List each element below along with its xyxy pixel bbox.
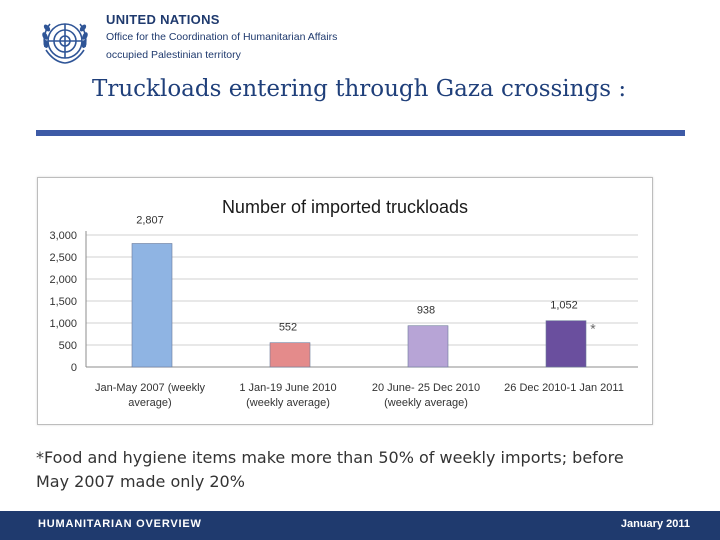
bar (407, 325, 449, 368)
y-tick-label: 1,000 (49, 318, 77, 330)
y-tick-label: 1,500 (49, 296, 77, 308)
category-label: 20 June- 25 Dec 2010 (372, 382, 480, 394)
slide-title: Truckloads entering through Gaza crossin… (92, 76, 627, 102)
footer-section-label: HUMANITARIAN OVERVIEW (38, 518, 202, 530)
data-label: 552 (279, 322, 297, 334)
org-territory: occupied Palestinian territory (106, 49, 241, 61)
data-label: 2,807 (136, 214, 164, 226)
footer-date: January 2011 (620, 518, 690, 530)
category-label: average) (128, 397, 171, 409)
bar (269, 342, 311, 368)
org-name: UNITED NATIONS (106, 12, 220, 27)
y-tick-label: 0 (71, 362, 77, 374)
data-label: 1,052 (550, 300, 578, 312)
category-label: 1 Jan-19 June 2010 (239, 382, 336, 394)
org-office: Office for the Coordination of Humanitar… (106, 31, 338, 43)
bar (545, 320, 587, 368)
category-label: (weekly average) (246, 397, 330, 409)
y-tick-label: 2,500 (49, 252, 77, 264)
annotation-asterisk: * (590, 321, 596, 337)
category-label: (weekly average) (384, 397, 468, 409)
category-label: Jan-May 2007 (weekly (95, 382, 206, 394)
title-divider (36, 130, 685, 136)
truckloads-bar-chart: Number of imported truckloads 0 500 1,000 1,… (49, 197, 638, 409)
category-label: 26 Dec 2010-1 Jan 2011 (504, 382, 624, 394)
y-tick-label: 2,000 (49, 274, 77, 286)
data-label: 938 (417, 305, 435, 317)
chart-title: Number of imported truckloads (222, 197, 468, 217)
chart-container: Number of imported truckloads 0 500 1,000 1,… (37, 177, 653, 425)
footnote: *Food and hygiene items make more than 5… (36, 448, 624, 491)
y-tick-label: 500 (59, 340, 77, 352)
y-tick-label: 3,000 (49, 230, 77, 242)
un-emblem-icon (42, 23, 88, 64)
footer-bar: HUMANITARIAN OVERVIEW January 2011 (0, 511, 720, 540)
bar (131, 243, 173, 368)
